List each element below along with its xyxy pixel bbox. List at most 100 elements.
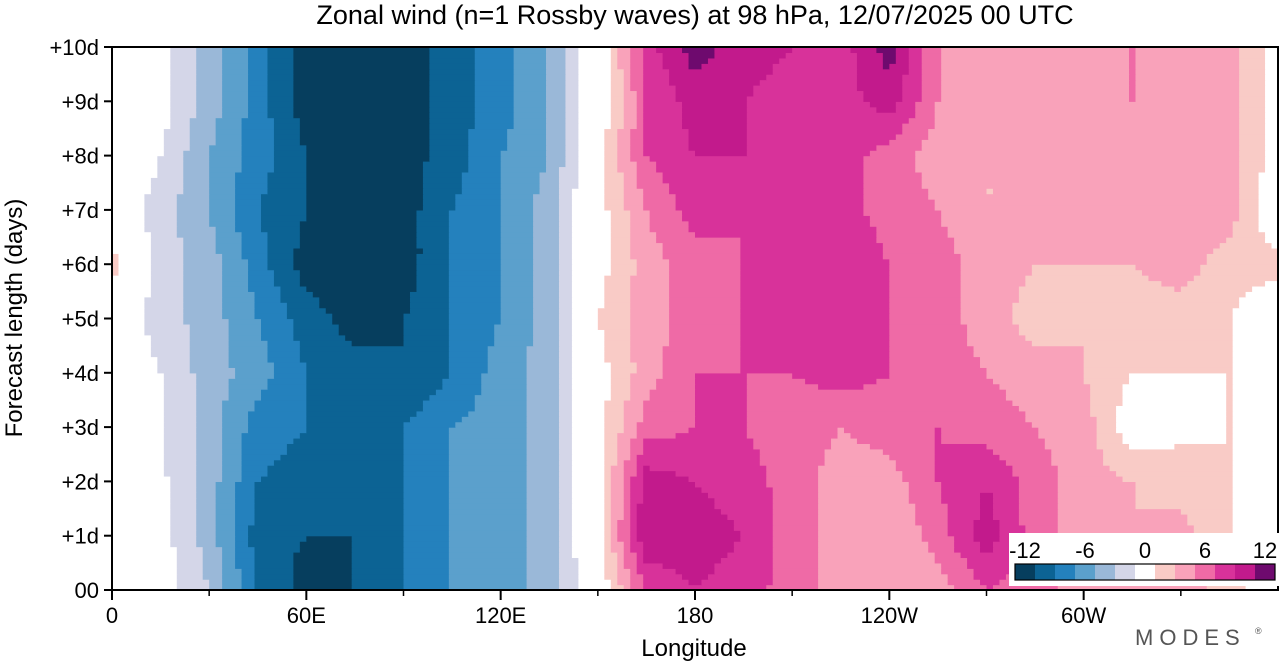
heatmap-cell (1232, 226, 1260, 233)
heatmap-cell (695, 394, 748, 401)
heatmap-cell (260, 220, 301, 227)
heatmap-cell (474, 68, 515, 75)
heatmap-cell (215, 497, 236, 504)
heatmap-cell (526, 372, 560, 379)
heatmap-cell (196, 389, 230, 396)
heatmap-cell (112, 313, 145, 320)
heatmap-cell (448, 237, 502, 244)
heatmap-cell (273, 275, 301, 282)
heatmap-cell (1057, 519, 1188, 526)
heatmap-cell (183, 155, 210, 162)
heatmap-cell (850, 47, 877, 54)
heatmap-cell (818, 519, 916, 526)
heatmap-cell (895, 459, 936, 466)
heatmap-cell (604, 535, 612, 542)
heatmap-cell (183, 291, 223, 298)
heatmap-cell (856, 57, 884, 64)
heatmap-cell (429, 68, 476, 75)
heatmap-cell (448, 340, 495, 347)
heatmap-cell (248, 57, 269, 64)
heatmap-cell (235, 193, 262, 200)
heatmap-cell (254, 302, 288, 309)
heatmap-cell (578, 74, 612, 81)
heatmap-cell (429, 79, 476, 86)
heatmap-cell (746, 144, 877, 151)
heatmap-cell (533, 318, 560, 325)
heatmap-cell (513, 74, 547, 81)
heatmap-cell (746, 383, 819, 390)
heatmap-cell (241, 231, 269, 238)
heatmap-cell (422, 161, 469, 168)
heatmap-cell (636, 557, 644, 564)
heatmap-cell (1239, 204, 1260, 211)
heatmap-cell (630, 334, 670, 341)
heatmap-cell (558, 541, 573, 548)
heatmap-cell (546, 90, 567, 97)
heatmap-cell (293, 334, 346, 341)
heatmap-cell (980, 546, 994, 553)
heatmap-cell (740, 280, 890, 287)
heatmap-cell (267, 378, 307, 385)
heatmap-cell (604, 133, 618, 140)
heatmap-cell (740, 237, 877, 244)
heatmap-cell (980, 503, 994, 510)
heatmap-cell (643, 475, 690, 482)
heatmap-cell (999, 524, 1026, 531)
heatmap-cell (1226, 389, 1234, 396)
heatmap-cell (921, 52, 942, 59)
heatmap-cell (248, 52, 269, 59)
heatmap-cell (461, 171, 502, 178)
heatmap-cell (526, 361, 560, 368)
heatmap-cell (546, 117, 567, 124)
heatmap-cell (571, 454, 605, 461)
heatmap-cell (209, 166, 243, 173)
heatmap-cell (571, 291, 605, 298)
heatmap-cell (248, 47, 269, 54)
heatmap-cell (112, 85, 171, 92)
heatmap-cell (669, 323, 741, 330)
heatmap-cell (889, 313, 962, 320)
heatmap-cell (558, 475, 573, 482)
heatmap-cell (112, 405, 165, 412)
heatmap-cell (1265, 101, 1279, 108)
heatmap-cell (1239, 171, 1260, 178)
heatmap-cell (1265, 155, 1279, 162)
heatmap-cell (643, 74, 670, 81)
heatmap-cell (209, 182, 236, 189)
heatmap-cell (928, 546, 955, 553)
heatmap-cell (299, 231, 418, 238)
heatmap-cell (112, 410, 165, 417)
heatmap-cell (546, 63, 567, 70)
heatmap-cell (1265, 144, 1279, 151)
heatmap-cell (422, 182, 463, 189)
heatmap-cell (533, 231, 560, 238)
heatmap-cell (623, 421, 638, 428)
heatmap-cell (293, 52, 431, 59)
heatmap-cell (112, 584, 178, 591)
heatmap-cell (235, 551, 256, 559)
heatmap-cell (604, 285, 631, 292)
heatmap-cell (494, 323, 534, 330)
heatmap-cell (144, 199, 178, 206)
heatmap-cell (649, 215, 683, 222)
heatmap-cell (222, 470, 243, 477)
heatmap-cell (889, 302, 962, 309)
heatmap-cell (144, 307, 184, 314)
heatmap-cell (513, 68, 547, 75)
heatmap-cell (636, 106, 644, 113)
heatmap-cell (695, 405, 748, 412)
heatmap-cell (636, 95, 644, 102)
heatmap-cell (571, 541, 605, 548)
heatmap-cell (630, 247, 664, 254)
heatmap-cell (500, 318, 534, 325)
heatmap-cell (617, 161, 638, 168)
heatmap-cell (403, 334, 450, 341)
heatmap-cell (293, 562, 353, 569)
heatmap-cell (293, 264, 418, 271)
heatmap-cell (448, 209, 502, 216)
heatmap-cell (241, 448, 288, 455)
heatmap-cell (112, 399, 165, 406)
heatmap-cell (863, 182, 923, 189)
heatmap-cell (254, 562, 294, 569)
heatmap-cell (1135, 481, 1234, 488)
